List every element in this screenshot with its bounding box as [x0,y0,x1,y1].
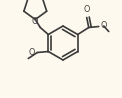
Text: O: O [31,17,38,26]
Text: O: O [84,5,90,14]
Text: O: O [29,48,35,57]
Text: O: O [101,20,107,29]
